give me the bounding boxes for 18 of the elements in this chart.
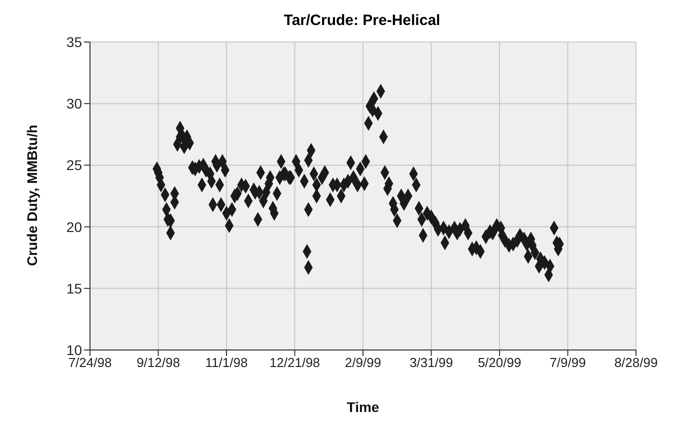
x-tick-label: 7/9/99 <box>550 355 586 370</box>
y-tick-label: 15 <box>66 280 82 296</box>
y-tick-label: 30 <box>66 96 82 112</box>
y-tick-label: 20 <box>66 218 82 235</box>
y-axis-title: Crude Duty, MMBtu/h <box>24 124 40 266</box>
x-tick-label: 3/31/99 <box>410 355 453 370</box>
x-tick-label: 11/1/98 <box>205 355 248 370</box>
x-tick-label: 7/24/98 <box>68 355 112 370</box>
chart-title: Tar/Crude: Pre-Helical <box>282 11 442 31</box>
y-tick-label: 25 <box>66 157 82 174</box>
y-tick-label: 10 <box>66 342 82 358</box>
x-tick-label: 5/20/99 <box>478 355 522 370</box>
x-tick-label: 8/28/99 <box>614 355 658 370</box>
x-tick-label: 9/12/98 <box>136 355 180 370</box>
x-tick-label: 12/21/98 <box>269 355 320 370</box>
y-tick-label: 35 <box>66 34 82 50</box>
x-tick-label: 2/9/99 <box>344 355 382 370</box>
x-axis-title: Time <box>346 399 380 415</box>
